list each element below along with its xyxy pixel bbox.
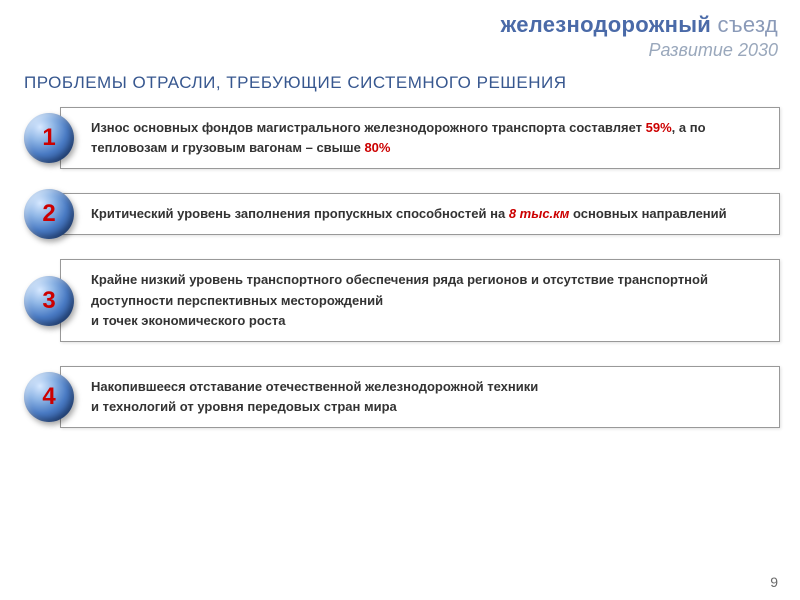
header-subtitle: Развитие 2030 [0, 40, 778, 61]
page-number: 9 [770, 574, 778, 590]
header-title: железнодорожный съезд [0, 12, 778, 38]
header-bold-word: железнодорожный [501, 12, 712, 37]
bullet-sphere: 2 [24, 189, 74, 239]
item-box: Износ основных фондов магистрального жел… [60, 107, 780, 169]
item-text: Крайне низкий уровень транспортного обес… [91, 272, 708, 327]
list-item: 2 Критический уровень заполнения пропуск… [20, 193, 800, 235]
header-light-word: съезд [711, 12, 778, 37]
bullet-number: 2 [42, 200, 55, 228]
list-item: 1 Износ основных фондов магистрального ж… [20, 107, 800, 169]
item-box: Критический уровень заполнения пропускны… [60, 193, 780, 235]
bullet-sphere: 1 [24, 113, 74, 163]
item-highlight: 8 тыс.км [509, 206, 570, 221]
item-text: Критический уровень заполнения пропускны… [91, 206, 509, 221]
list-item: 4 Накопившееся отставание отечественной … [20, 366, 800, 428]
bullet-number: 3 [42, 287, 55, 315]
bullet-sphere: 3 [24, 276, 74, 326]
bullet-number: 1 [42, 124, 55, 152]
bullet-sphere: 4 [24, 372, 74, 422]
list-item: 3 Крайне низкий уровень транспортного об… [20, 259, 800, 341]
item-text: основных направлений [569, 206, 726, 221]
item-box: Крайне низкий уровень транспортного обес… [60, 259, 780, 341]
item-text: Износ основных фондов магистрального жел… [91, 120, 646, 135]
bullet-number: 4 [42, 383, 55, 411]
item-text: Накопившееся отставание отечественной же… [91, 379, 538, 414]
section-title: ПРОБЛЕМЫ ОТРАСЛИ, ТРЕБУЮЩИЕ СИСТЕМНОГО Р… [0, 65, 800, 107]
item-box: Накопившееся отставание отечественной же… [60, 366, 780, 428]
item-highlight: 80% [364, 140, 390, 155]
slide-header: железнодорожный съезд Развитие 2030 [0, 0, 800, 65]
item-list: 1 Износ основных фондов магистрального ж… [0, 107, 800, 428]
item-highlight: 59% [646, 120, 672, 135]
